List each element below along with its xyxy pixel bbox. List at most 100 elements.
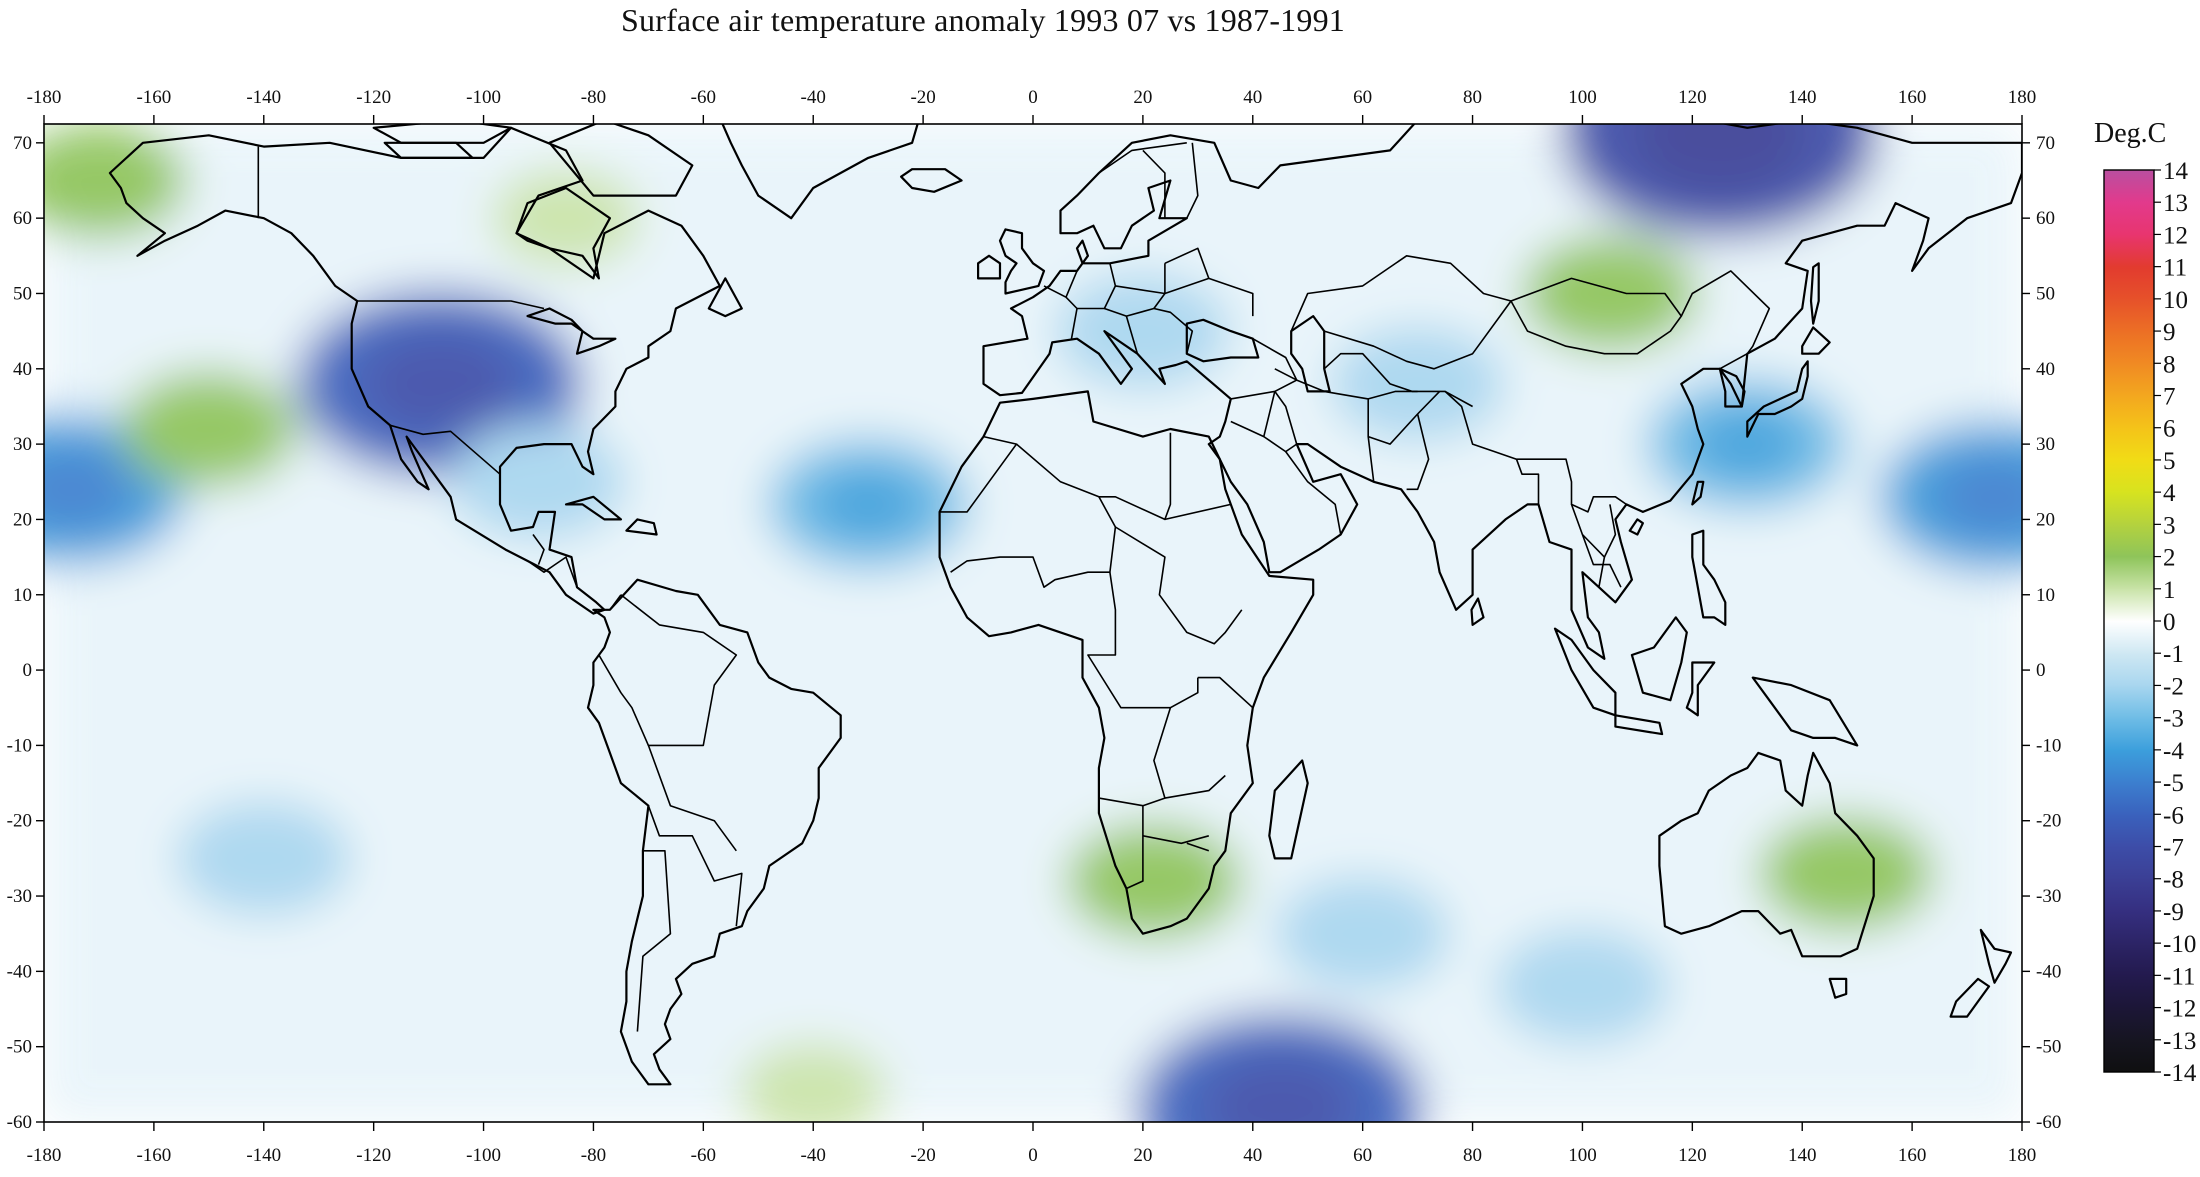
country-border [1719, 352, 1748, 370]
lon-label-bottom: -160 [136, 1145, 171, 1166]
lon-label-top: 40 [1243, 87, 1262, 108]
lon-label-bottom: -140 [246, 1145, 281, 1166]
coastline-borneo [1630, 616, 1688, 702]
map-title: Surface air temperature anomaly 1993 07 … [621, 2, 1345, 38]
country-border [1680, 270, 1771, 355]
coastline-madagascar [1268, 759, 1309, 860]
coastline-caspian [1290, 315, 1331, 393]
lon-label-top: 0 [1028, 87, 1038, 108]
coastline-africa [938, 390, 1315, 935]
coastline-ireland [977, 254, 1002, 280]
colorbar-label: 12 [2163, 222, 2188, 249]
lat-label-right: 0 [2036, 660, 2046, 681]
country-border [1510, 277, 1683, 355]
lat-label-right: -40 [2036, 961, 2061, 982]
colorbar-segment [2104, 395, 2154, 429]
colorbar-unit-label: Deg.C [2094, 118, 2167, 149]
coastline-australia [1658, 751, 1875, 958]
colorbar-segment [2104, 782, 2154, 815]
lat-label-left: 20 [13, 509, 32, 530]
country-border [950, 496, 1117, 588]
colorbar-segment [2104, 878, 2154, 912]
coastline-victoria-isl [383, 141, 474, 159]
lon-label-bottom: -180 [27, 1145, 62, 1166]
colorbar-segment [2104, 427, 2154, 461]
country-border [939, 435, 1018, 513]
anomaly-region [1065, 822, 1242, 939]
country-border [1015, 432, 1172, 521]
colorbar-label: -10 [2163, 931, 2196, 958]
colorbar-label: 4 [2163, 480, 2176, 507]
lat-label-right: -60 [2036, 1112, 2061, 1133]
lat-label-right: 40 [2036, 359, 2055, 380]
lon-label-top: -20 [910, 87, 935, 108]
lon-label-bottom: 40 [1243, 1145, 1262, 1166]
lat-label-left: 70 [13, 133, 32, 154]
coastline-sakhalin [1809, 262, 1820, 325]
country-border [1290, 255, 1512, 332]
lat-label-right: 20 [2036, 509, 2055, 530]
coastline-java [1614, 714, 1664, 736]
country-border [527, 556, 578, 588]
lon-label-bottom: 100 [1568, 1145, 1597, 1166]
lon-label-top: -60 [691, 87, 716, 108]
anomaly-core [1201, 1055, 1360, 1122]
lat-label-left: 10 [13, 585, 32, 606]
coastline-hainan [1628, 518, 1644, 536]
lon-label-top: -160 [136, 87, 171, 108]
coastline-sulawesi [1685, 661, 1716, 717]
colorbar-segment [2104, 846, 2154, 880]
colorbar-label: -2 [2163, 673, 2184, 700]
colorbar-segment [2104, 749, 2154, 783]
colorbar-segment [2104, 556, 2154, 590]
coastline-nz-south [1949, 977, 1991, 1018]
lat-label-right: 50 [2036, 283, 2055, 304]
colorbar-segment [2104, 717, 2154, 751]
lon-label-top: -100 [466, 87, 501, 108]
coastline-nz-north [1979, 928, 2013, 984]
colorbar-segment [2104, 1039, 2154, 1073]
country-border [1043, 285, 1078, 339]
country-border [1274, 390, 1298, 445]
coastline-tasmania [1828, 977, 1848, 999]
lon-label-top: 120 [1678, 87, 1707, 108]
lon-label-bottom: 140 [1788, 1145, 1817, 1166]
lon-label-bottom: 160 [1898, 1145, 1927, 1166]
lon-label-bottom: 0 [1028, 1145, 1038, 1166]
anomaly-core [44, 447, 136, 532]
lat-label-right: -20 [2036, 811, 2061, 832]
lon-label-top: -140 [246, 87, 281, 108]
colorbar-segment [2104, 588, 2154, 622]
lon-label-bottom: -60 [691, 1145, 716, 1166]
anomaly-region [450, 423, 627, 540]
coastline-eurasia [982, 124, 2022, 660]
country-border [1252, 338, 1298, 381]
colorbar-segment [2104, 170, 2154, 203]
colorbar-label: 8 [2163, 351, 2176, 378]
colorbar-label: 13 [2163, 190, 2188, 217]
colorbar-label: -12 [2163, 996, 2196, 1023]
anomaly-region [1521, 235, 1698, 352]
colorbar-label: 11 [2163, 255, 2187, 282]
colorbar-label: 3 [2163, 512, 2176, 539]
lat-label-left: -20 [7, 811, 32, 832]
anomaly-core [1691, 407, 1804, 481]
lon-label-bottom: -120 [356, 1145, 391, 1166]
country-border [1603, 504, 1617, 558]
country-border [389, 424, 501, 475]
country-border [1087, 572, 1199, 709]
country-border [1125, 315, 1139, 354]
coastline-great-lakes [526, 307, 617, 355]
colorbar-label: 6 [2163, 416, 2176, 443]
colorbar-segment [2104, 814, 2154, 847]
lon-label-top: -180 [27, 87, 62, 108]
lat-label-right: -50 [2036, 1037, 2061, 1058]
country-border [1323, 300, 1512, 370]
lat-label-left: -10 [7, 735, 32, 756]
country-border [1098, 142, 1187, 174]
lon-label-bottom: -80 [581, 1145, 606, 1166]
anomaly-core [1632, 124, 1807, 192]
lon-label-top: 20 [1133, 87, 1152, 108]
colorbar-label: -3 [2163, 706, 2184, 733]
anomaly-region [175, 800, 352, 917]
